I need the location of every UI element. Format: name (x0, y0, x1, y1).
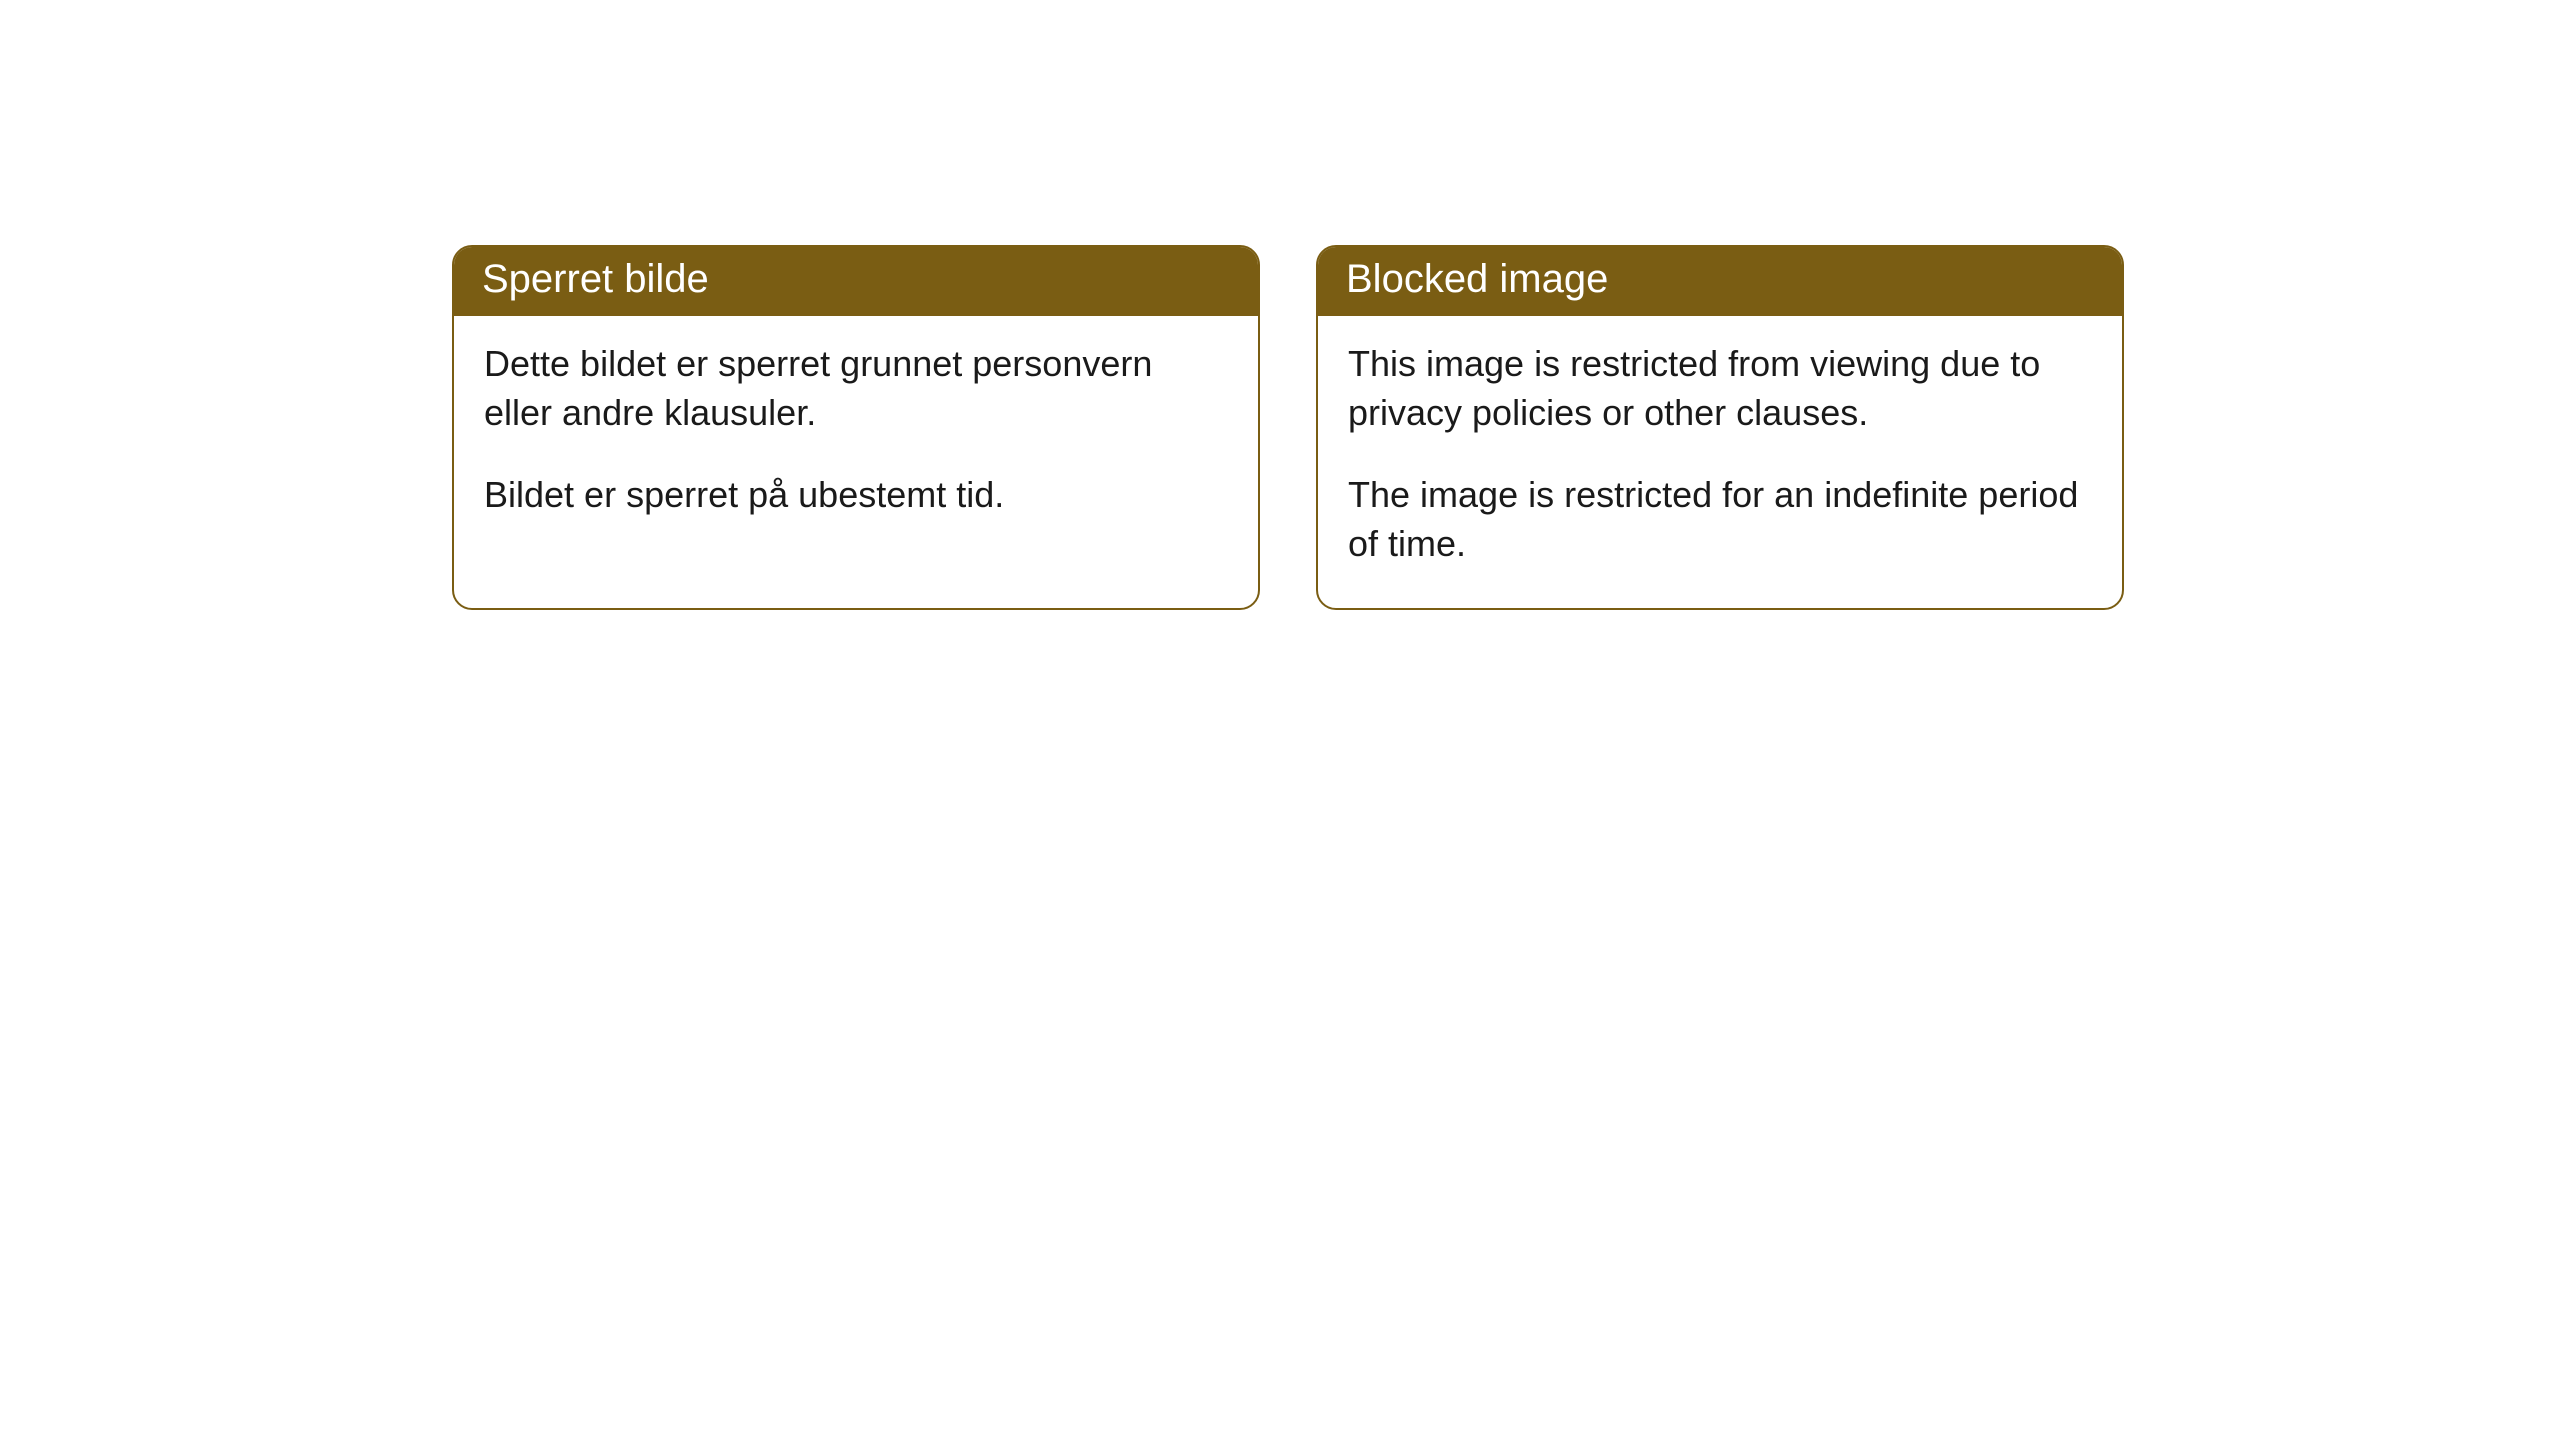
card-paragraph: This image is restricted from viewing du… (1348, 340, 2092, 437)
card-body: This image is restricted from viewing du… (1318, 316, 2122, 608)
card-title: Blocked image (1318, 247, 2122, 316)
blocked-image-card-en: Blocked image This image is restricted f… (1316, 245, 2124, 610)
card-body: Dette bildet er sperret grunnet personve… (454, 316, 1258, 560)
card-paragraph: Bildet er sperret på ubestemt tid. (484, 471, 1228, 520)
notice-cards-row: Sperret bilde Dette bildet er sperret gr… (452, 245, 2124, 610)
card-paragraph: The image is restricted for an indefinit… (1348, 471, 2092, 568)
card-title: Sperret bilde (454, 247, 1258, 316)
blocked-image-card-no: Sperret bilde Dette bildet er sperret gr… (452, 245, 1260, 610)
card-paragraph: Dette bildet er sperret grunnet personve… (484, 340, 1228, 437)
